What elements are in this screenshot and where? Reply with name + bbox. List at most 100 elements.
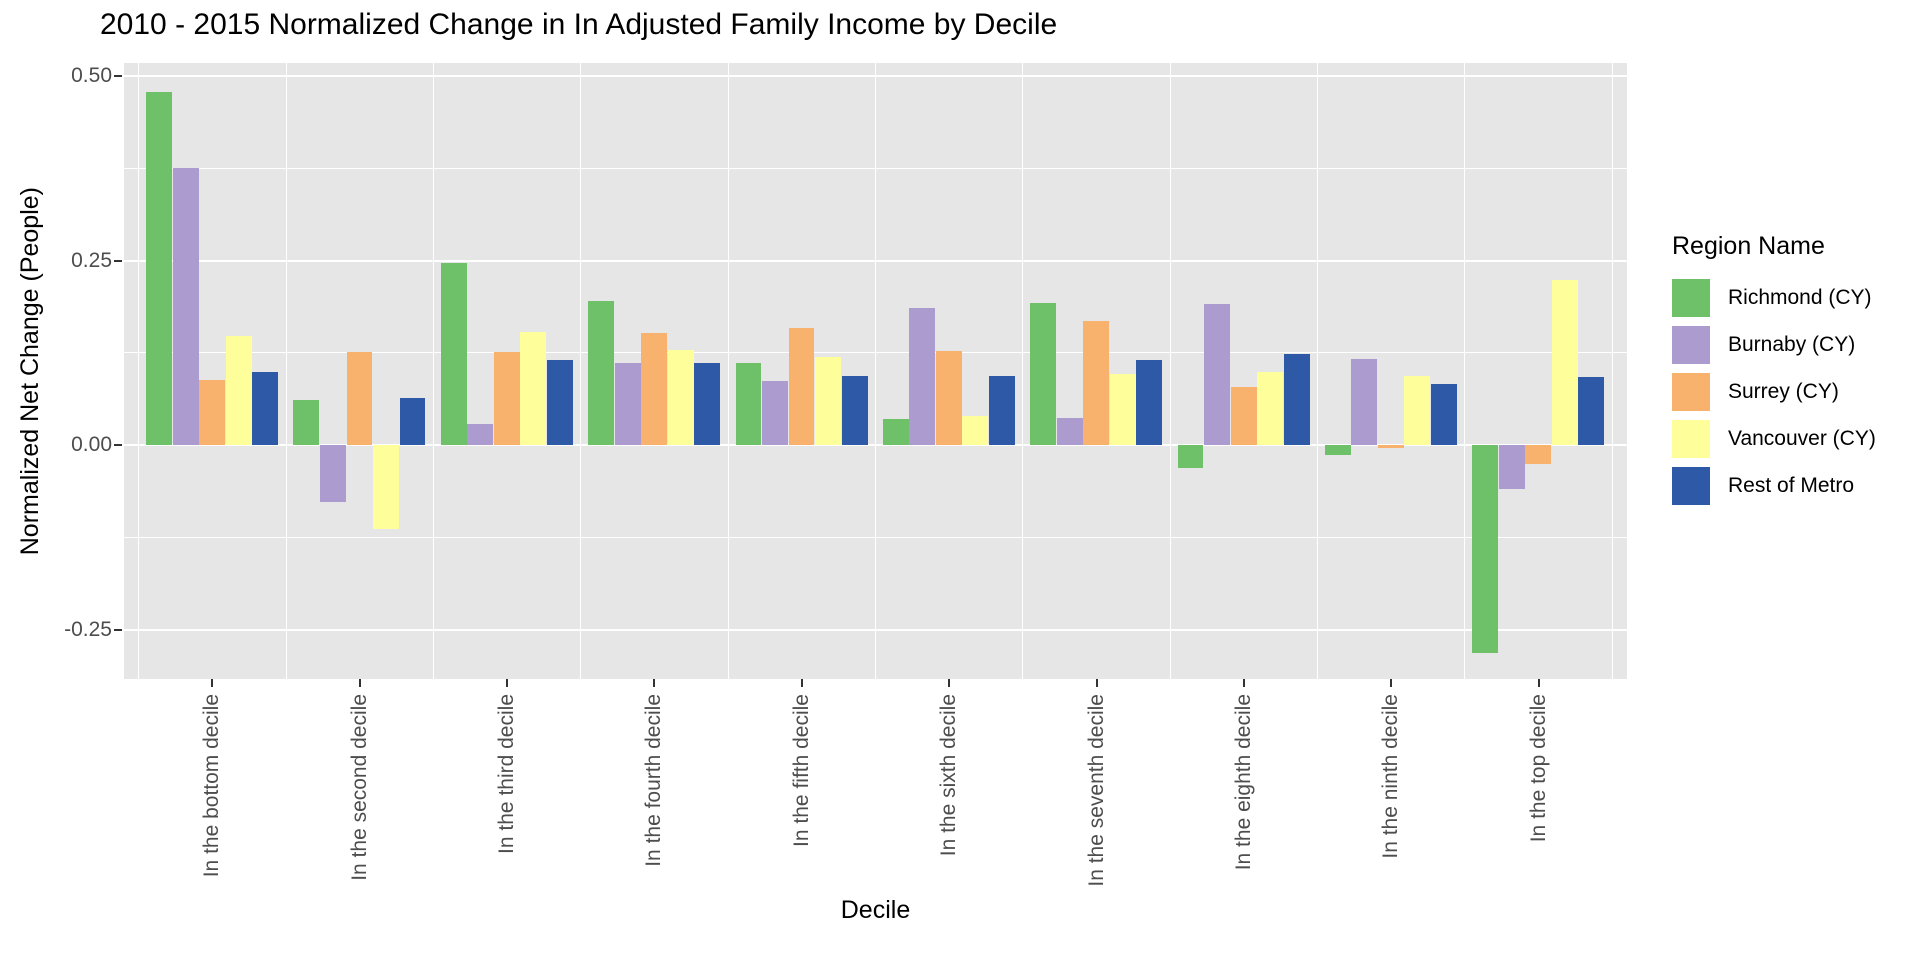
x-tick-mark	[1095, 679, 1098, 687]
bar-rest-of-metro	[988, 375, 1015, 446]
bar-vancouver-cy	[667, 349, 694, 446]
bar-richmond-cy	[1472, 445, 1499, 654]
bar-richmond-cy	[735, 362, 762, 446]
legend-entries: Richmond (CY) Burnaby (CY) Surrey (CY) Vanc…	[1672, 275, 1918, 510]
bar-burnaby-cy	[467, 424, 494, 446]
bar-surrey-cy	[346, 352, 373, 446]
x-tick-mark	[948, 679, 951, 687]
bar-vancouver-cy	[1257, 372, 1284, 446]
y-axis-title-text: Normalized Net Change (People)	[16, 186, 44, 556]
x-axis-title: Decile	[840, 896, 911, 924]
bar-surrey-cy	[1230, 386, 1257, 446]
y-tick-label: -0.25	[64, 617, 112, 641]
x-tick-mark	[1242, 679, 1245, 687]
legend-entry-label: Surrey (CY)	[1728, 380, 1839, 403]
y-tick-label: 0.25	[71, 248, 112, 272]
x-tick-mark	[211, 679, 214, 687]
x-tick-label: In the ninth decile	[1374, 694, 1408, 904]
bar-surrey-cy	[788, 327, 815, 446]
chart-title: 2010 - 2015 Normalized Change in In Adju…	[100, 8, 1058, 41]
y-tick-mark	[114, 75, 122, 78]
legend-entry: Surrey (CY)	[1672, 369, 1918, 416]
bar-richmond-cy	[1177, 445, 1204, 468]
bar-burnaby-cy	[614, 363, 641, 446]
bar-rest-of-metro	[694, 362, 721, 446]
gridline-x	[1169, 63, 1171, 679]
bar-rest-of-metro	[399, 397, 426, 446]
bar-rest-of-metro	[1431, 383, 1457, 446]
legend-entry-label: Burnaby (CY)	[1728, 333, 1856, 356]
x-tick-label-text: In the eighth decile	[1231, 694, 1255, 871]
bar-richmond-cy	[1324, 445, 1351, 455]
bar-burnaby-cy	[1351, 358, 1378, 446]
bar-surrey-cy	[493, 352, 520, 446]
bar-surrey-cy	[199, 380, 226, 446]
bar-burnaby-cy	[319, 445, 346, 502]
x-tick-label-text: In the top decile	[1526, 694, 1550, 843]
x-tick-label: In the seventh decile	[1080, 694, 1114, 904]
bar-surrey-cy	[935, 350, 962, 446]
gridline-x	[285, 63, 287, 679]
bar-vancouver-cy	[225, 335, 252, 446]
y-tick-label: 0.00	[71, 433, 112, 457]
x-tick-mark	[358, 679, 361, 687]
legend-entry: Richmond (CY)	[1672, 275, 1918, 322]
legend-entry-label: Richmond (CY)	[1728, 286, 1872, 309]
gridline-x	[1022, 63, 1024, 679]
x-tick-label: In the fifth decile	[785, 694, 819, 904]
bar-surrey-cy	[1525, 445, 1552, 465]
legend-entry: Burnaby (CY)	[1672, 322, 1918, 369]
legend: Region Name Richmond (CY) Burnaby (CY) Sur…	[1672, 232, 1918, 510]
bar-burnaby-cy	[1056, 417, 1083, 446]
x-tick-label: In the sixth decile	[932, 694, 966, 904]
gridline-x	[432, 63, 434, 679]
legend-entry-label: Rest of Metro	[1728, 474, 1855, 497]
bar-vancouver-cy	[962, 416, 989, 446]
x-tick-label-text: In the fourth decile	[642, 694, 666, 867]
gridline-x	[875, 63, 876, 679]
y-tick-mark	[114, 628, 122, 631]
bar-burnaby-cy	[172, 167, 199, 446]
y-tick-mark	[114, 444, 122, 447]
plot-panel	[124, 63, 1627, 679]
gridline-x	[727, 63, 729, 679]
bar-rest-of-metro	[1283, 354, 1310, 446]
y-axis-title: Normalized Net Change (People)	[8, 63, 52, 679]
bar-vancouver-cy	[1551, 279, 1578, 446]
x-tick-label-text: In the third decile	[495, 694, 519, 854]
bar-richmond-cy	[588, 301, 615, 446]
legend-key-swatch	[1672, 279, 1710, 317]
bar-surrey-cy	[1377, 445, 1404, 449]
x-tick-mark	[653, 679, 656, 687]
x-tick-label: In the third decile	[490, 694, 524, 904]
bar-rest-of-metro	[1578, 377, 1605, 446]
bar-vancouver-cy	[815, 357, 841, 446]
legend-title: Region Name	[1672, 232, 1825, 260]
legend-key-swatch	[1672, 420, 1710, 458]
x-tick-label-text: In the seventh decile	[1084, 694, 1108, 887]
bar-burnaby-cy	[1204, 304, 1231, 446]
x-tick-label-text: In the second decile	[347, 694, 371, 881]
bar-burnaby-cy	[909, 307, 936, 446]
x-tick-label: In the top decile	[1522, 694, 1556, 904]
gridline-x	[1611, 63, 1613, 679]
bar-burnaby-cy	[762, 380, 788, 446]
bar-rest-of-metro	[546, 359, 573, 446]
bar-vancouver-cy	[1109, 374, 1136, 446]
legend-key-swatch	[1672, 326, 1710, 364]
y-tick-mark	[114, 259, 122, 262]
bar-richmond-cy	[1030, 302, 1057, 446]
x-tick-mark	[1537, 679, 1540, 687]
x-tick-label-text: In the ninth decile	[1379, 694, 1403, 859]
x-tick-label-text: In the sixth decile	[937, 694, 961, 857]
x-tick-label: In the eighth decile	[1227, 694, 1261, 904]
x-tick-mark	[800, 679, 803, 687]
y-tick-label: 0.50	[71, 64, 112, 88]
bar-vancouver-cy	[373, 445, 399, 530]
bar-rest-of-metro	[1136, 360, 1163, 446]
legend-key-swatch	[1672, 467, 1710, 505]
bar-burnaby-cy	[1498, 445, 1525, 490]
x-tick-label: In the fourth decile	[637, 694, 671, 904]
gridline-x	[580, 63, 582, 679]
